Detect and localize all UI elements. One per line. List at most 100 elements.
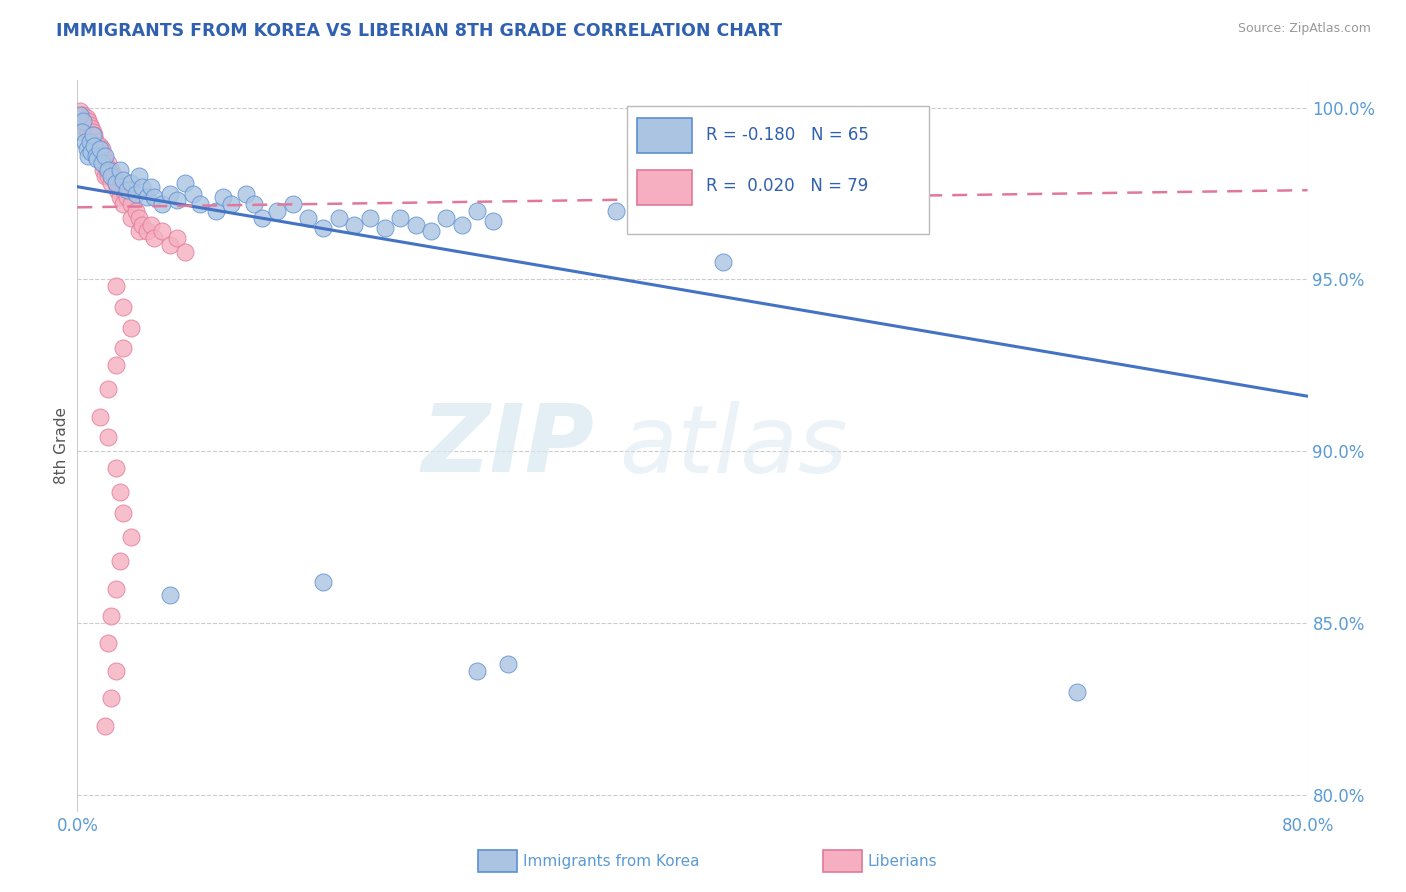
Point: [465, 203, 488, 218]
Point: [711, 255, 734, 269]
Point: [135, 224, 157, 238]
Point: [204, 203, 226, 218]
Point: [83, 138, 105, 153]
Point: [141, 179, 163, 194]
Point: [115, 190, 138, 204]
Point: [312, 574, 335, 589]
Point: [181, 186, 204, 201]
Point: [465, 664, 488, 678]
Point: [87, 149, 110, 163]
Point: [93, 162, 115, 177]
Point: [80, 145, 103, 160]
Point: [128, 169, 150, 184]
Point: [84, 135, 107, 149]
Point: [143, 190, 166, 204]
Point: [76, 142, 98, 156]
Point: [84, 149, 107, 163]
Point: [86, 142, 108, 156]
Point: [89, 409, 111, 424]
Point: [150, 197, 173, 211]
Point: [97, 169, 120, 184]
Point: [104, 461, 127, 475]
Point: [110, 485, 132, 500]
Point: [96, 162, 118, 177]
FancyBboxPatch shape: [627, 106, 929, 234]
Point: [89, 153, 111, 167]
Point: [112, 506, 135, 520]
Point: [104, 279, 127, 293]
Point: [112, 183, 135, 197]
Point: [128, 224, 150, 238]
Bar: [637, 119, 693, 153]
Point: [69, 107, 91, 121]
Point: [104, 176, 127, 190]
Point: [112, 197, 135, 211]
Point: [212, 190, 235, 204]
Point: [89, 142, 111, 156]
Point: [110, 190, 132, 204]
Point: [73, 121, 96, 136]
Point: [97, 155, 120, 169]
Point: [120, 320, 142, 334]
Point: [159, 588, 181, 602]
Point: [266, 203, 288, 218]
Point: [100, 691, 122, 706]
Point: [166, 194, 188, 208]
Point: [100, 609, 122, 624]
Point: [389, 211, 412, 225]
Point: [131, 179, 153, 194]
Point: [90, 155, 114, 169]
Point: [70, 111, 93, 125]
Point: [112, 173, 135, 187]
Point: [112, 300, 135, 314]
Point: [420, 224, 443, 238]
Point: [120, 197, 142, 211]
Point: [104, 664, 127, 678]
Point: [100, 169, 122, 184]
Point: [80, 131, 103, 145]
Point: [328, 211, 350, 225]
Point: [104, 176, 127, 190]
Point: [359, 211, 381, 225]
Text: ZIP: ZIP: [422, 400, 595, 492]
Text: atlas: atlas: [619, 401, 846, 491]
Point: [104, 582, 127, 596]
Point: [120, 211, 142, 225]
Point: [125, 203, 148, 218]
Point: [374, 221, 396, 235]
Point: [605, 203, 627, 218]
Text: R = -0.180   N = 65: R = -0.180 N = 65: [706, 126, 869, 145]
Point: [90, 142, 114, 156]
Text: R =  0.020   N = 79: R = 0.020 N = 79: [706, 178, 869, 195]
Point: [100, 176, 122, 190]
Point: [103, 169, 125, 184]
Point: [97, 162, 120, 177]
Point: [250, 211, 273, 225]
Point: [481, 214, 503, 228]
Point: [80, 121, 103, 136]
Point: [86, 153, 108, 167]
Point: [94, 155, 117, 169]
Point: [141, 218, 163, 232]
Point: [73, 114, 96, 128]
Point: [120, 176, 142, 190]
Point: [405, 218, 427, 232]
Point: [79, 135, 101, 149]
Point: [82, 125, 104, 139]
Point: [343, 218, 366, 232]
Point: [110, 554, 132, 568]
Point: [312, 221, 335, 235]
Text: Liberians: Liberians: [868, 855, 938, 869]
Point: [72, 114, 94, 128]
Point: [125, 186, 148, 201]
Point: [110, 162, 132, 177]
Point: [105, 183, 128, 197]
Point: [77, 125, 100, 139]
Point: [150, 224, 173, 238]
Point: [97, 636, 120, 650]
Point: [97, 382, 120, 396]
Point: [174, 176, 197, 190]
Point: [82, 135, 104, 149]
Point: [79, 118, 101, 132]
Point: [120, 530, 142, 544]
